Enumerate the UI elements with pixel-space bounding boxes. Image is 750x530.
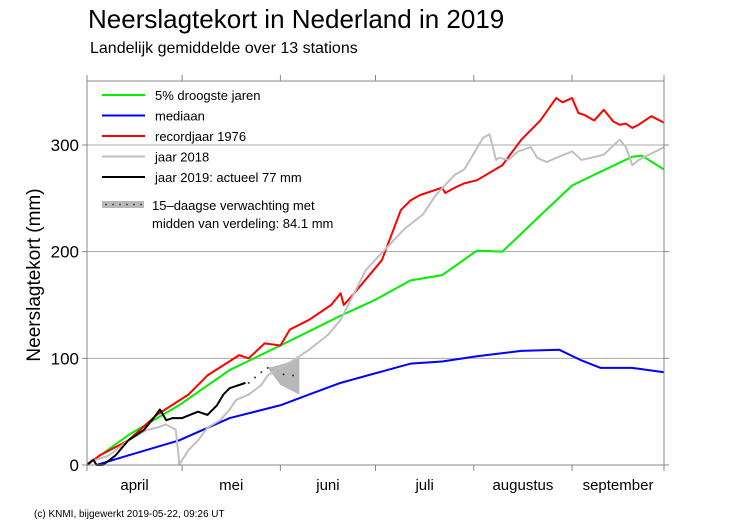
- y-tick-label: 300: [51, 136, 79, 155]
- x-tick-label: juni: [315, 477, 339, 494]
- forecast-dot: [282, 373, 285, 376]
- legend-dot: [126, 203, 128, 206]
- forecast-dot: [247, 381, 250, 384]
- y-tick-label: 100: [51, 349, 79, 368]
- chart-subtitle: Landelijk gemiddelde over 13 stations: [90, 40, 358, 57]
- x-tick-label: juli: [414, 477, 433, 494]
- chart-title: Neerslagtekort in Nederland in 2019: [88, 4, 505, 34]
- x-tick-label: september: [583, 477, 654, 494]
- legend-label-forecast: 15–daagse verwachting met: [152, 198, 315, 213]
- legend-dot: [105, 203, 107, 206]
- x-tick-label: mei: [219, 477, 243, 494]
- legend-label: recordjaar 1976: [155, 129, 246, 144]
- forecast-dot: [266, 366, 269, 369]
- y-tick-label: 0: [70, 456, 79, 475]
- legend-dot: [133, 203, 135, 206]
- series-line-2: [86, 97, 665, 466]
- legend-label: jaar 2018: [154, 150, 209, 165]
- forecast-dot: [254, 376, 257, 379]
- legend-label-forecast-median: midden van verdeling: 84.1 mm: [152, 216, 333, 231]
- series-line-0: [86, 154, 665, 466]
- x-tick-label: augustus: [492, 477, 553, 494]
- legend-label: jaar 2019: actueel 77 mm: [154, 170, 302, 185]
- footer-credit: (c) KNMI, bijgewerkt 2019-05-22, 09:26 U…: [34, 509, 225, 520]
- x-tick-label: april: [120, 477, 148, 494]
- forecast-band: [267, 358, 300, 395]
- legend-swatch-forecast: [102, 201, 144, 208]
- y-tick-label: 200: [51, 243, 79, 262]
- y-axis-label: Neerslagtekort (mm): [24, 188, 45, 361]
- legend-label: 5% droogste jaren: [155, 88, 261, 103]
- forecast-dot: [292, 374, 295, 377]
- legend-dot: [140, 203, 142, 206]
- forecast-dot: [260, 371, 263, 374]
- series-line-1: [96, 348, 665, 466]
- legend-dot: [119, 203, 121, 206]
- legend-dot: [112, 203, 114, 206]
- legend-label: mediaan: [155, 109, 205, 124]
